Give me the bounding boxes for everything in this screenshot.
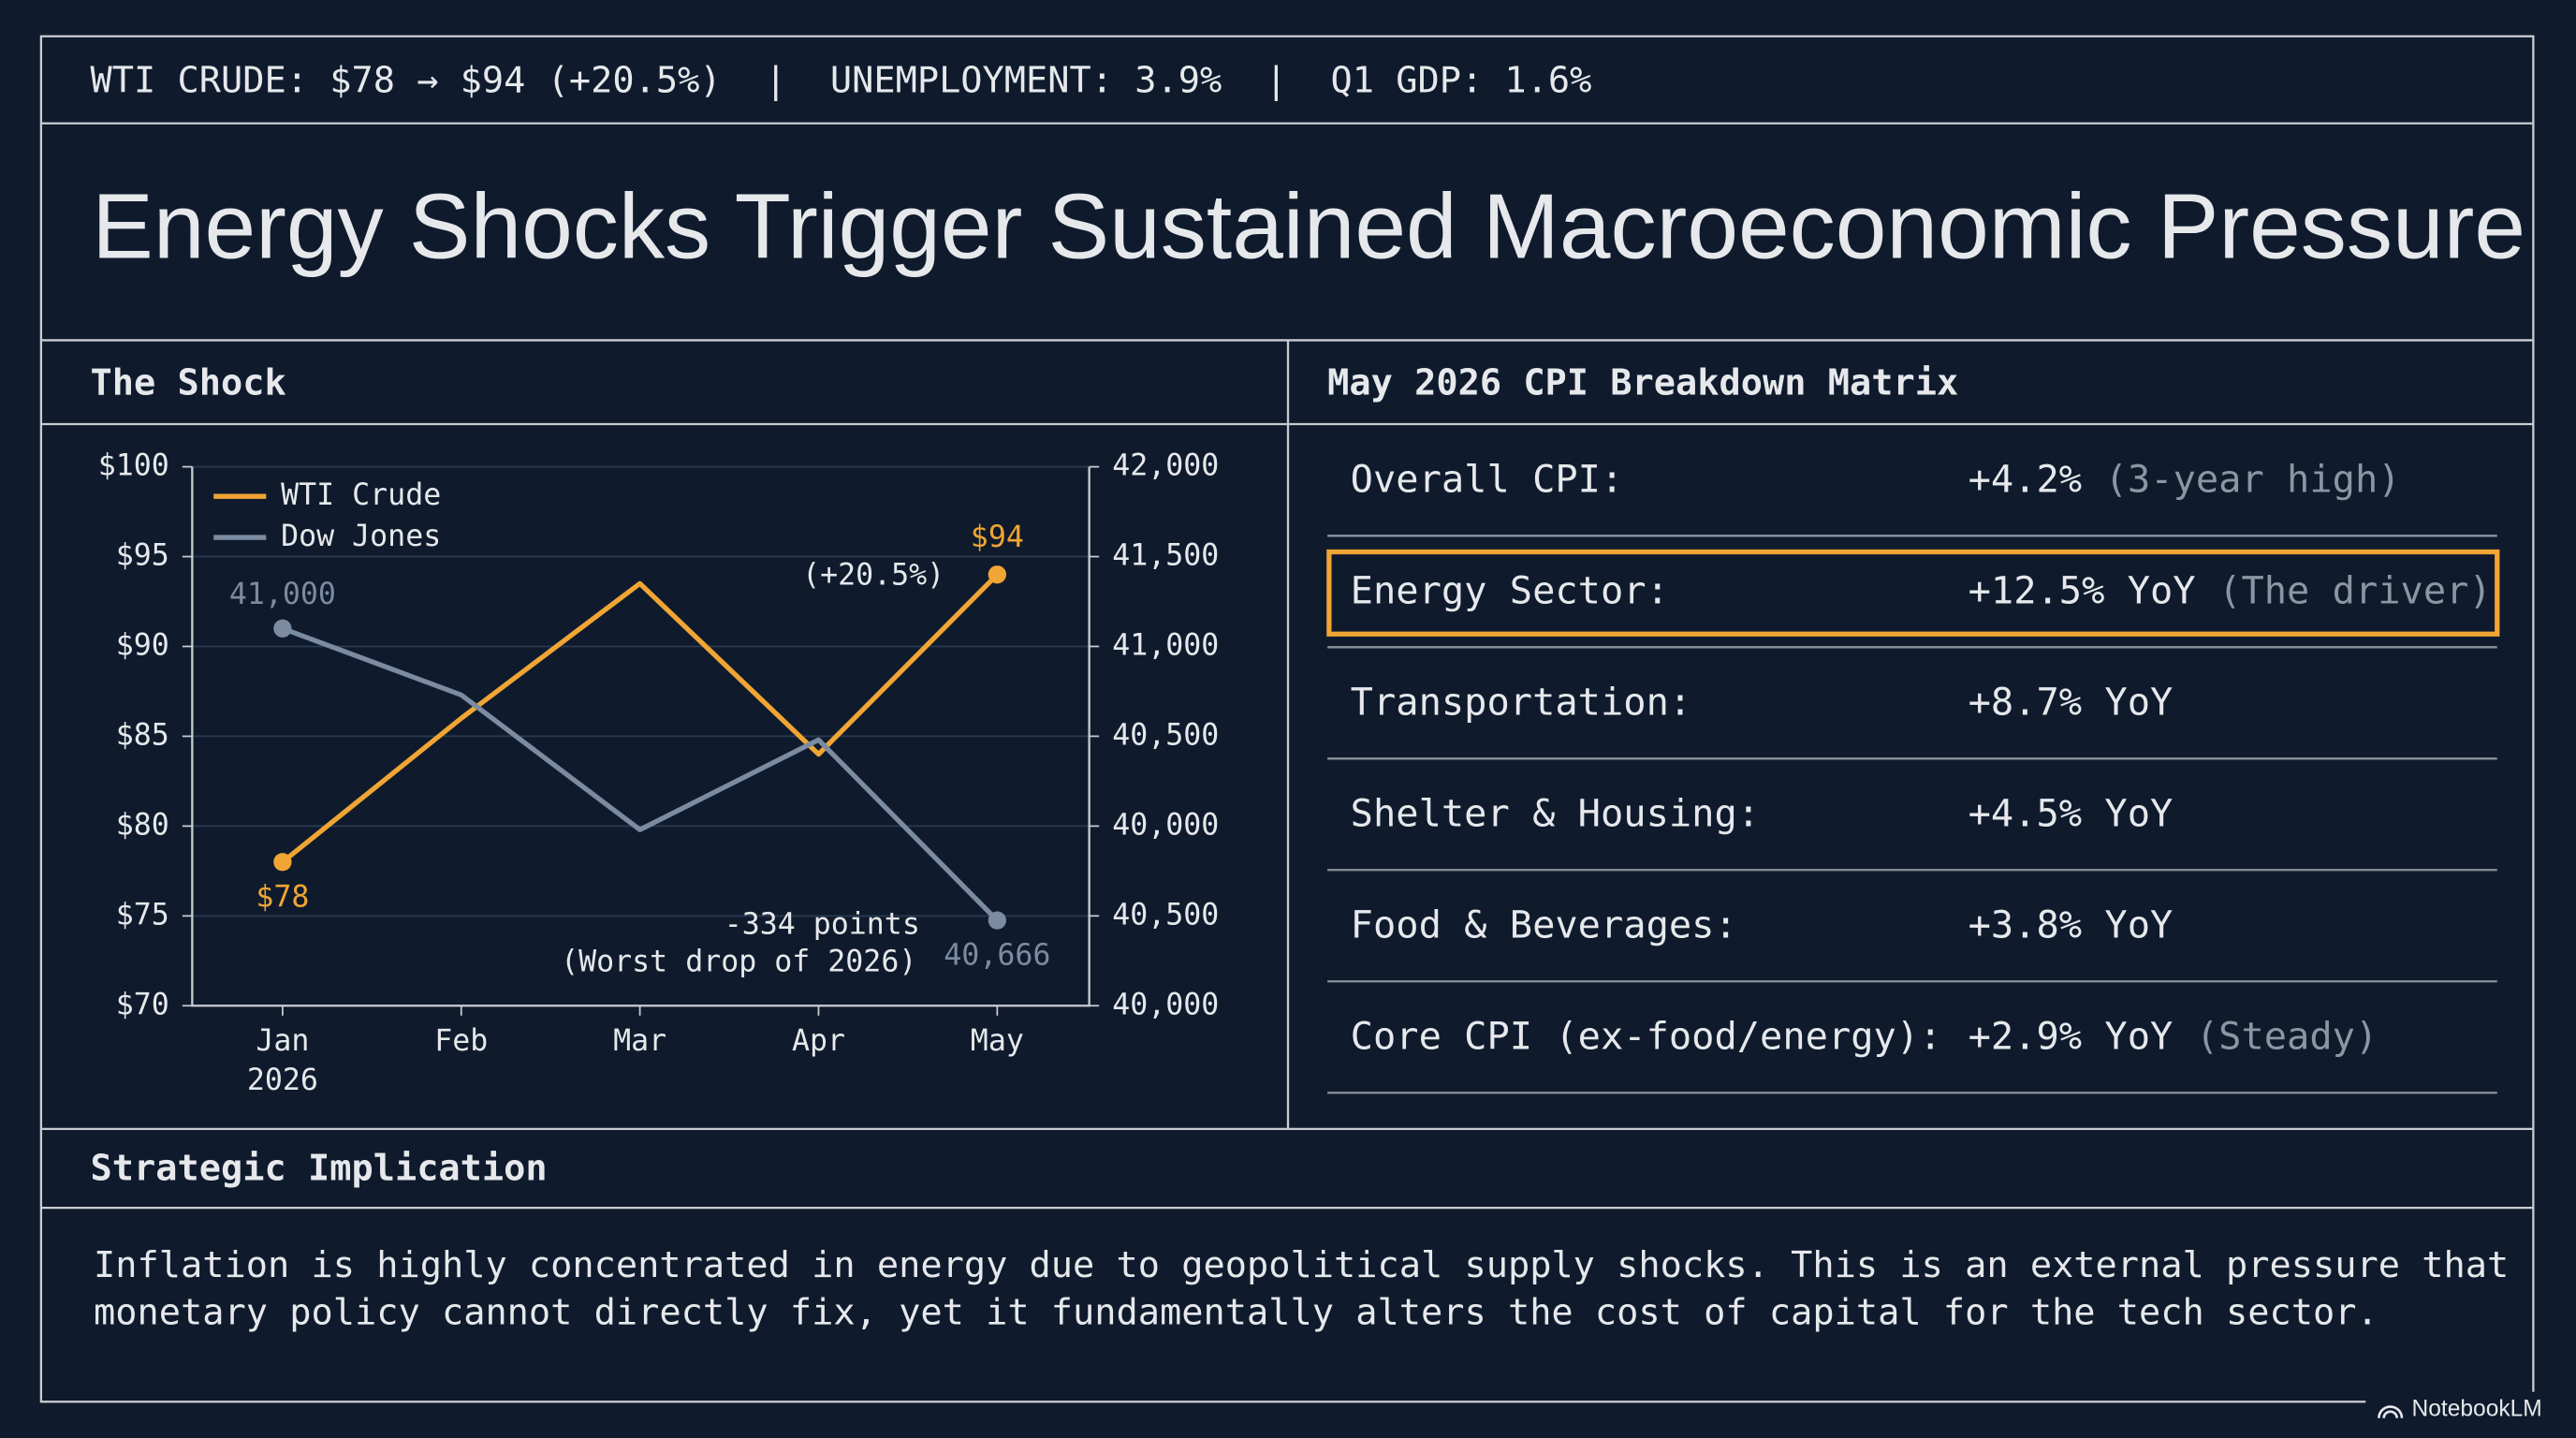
row-value: +4.2% bbox=[1969, 457, 2082, 501]
panel-title: Strategic Implication bbox=[91, 1147, 548, 1189]
row-label: Overall CPI: bbox=[1351, 457, 1624, 501]
badge: NotebookLM bbox=[2411, 1397, 2541, 1422]
y2-tick-label: 40,500 bbox=[1112, 898, 1219, 932]
row-value: +3.8% YoY bbox=[1969, 902, 2174, 946]
y-tick-label: $90 bbox=[116, 628, 169, 662]
legend-label: Dow Jones bbox=[281, 520, 441, 553]
y2-tick-label: 41,000 bbox=[1112, 628, 1219, 662]
series-point bbox=[988, 565, 1006, 584]
panel-title: May 2026 CPI Breakdown Matrix bbox=[1327, 361, 1958, 404]
y2-tick-label: 40,000 bbox=[1112, 808, 1219, 842]
series-line bbox=[281, 625, 1000, 922]
title: Energy Shocks Trigger Sustained Macroeco… bbox=[92, 174, 2525, 277]
panel-title: The Shock bbox=[91, 361, 286, 404]
row-value: +12.5% YoY bbox=[1969, 568, 2196, 612]
annotation: (+20.5%) bbox=[802, 558, 944, 592]
row-label: Core CPI (ex-food/energy): bbox=[1351, 1014, 1942, 1058]
row-label: Transportation: bbox=[1351, 680, 1691, 724]
legend-label: WTI Crude bbox=[281, 478, 441, 512]
y-tick-label: $70 bbox=[116, 988, 169, 1021]
row-note: (The driver) bbox=[2218, 568, 2492, 612]
highlight-box bbox=[1326, 549, 2500, 637]
y-tick-label: $75 bbox=[116, 898, 169, 932]
ticker: WTI CRUDE: $78 → $94 (+20.5%) | UNEMPLOY… bbox=[91, 59, 1592, 101]
y2-tick-label: 42,000 bbox=[1112, 449, 1219, 483]
x-tick-label: May bbox=[971, 1024, 1024, 1058]
frame bbox=[39, 35, 2535, 1403]
series-line bbox=[281, 572, 1000, 864]
annotation: (Worst drop of 2026) bbox=[561, 946, 916, 979]
series-point bbox=[273, 619, 292, 638]
x-tick-label: Feb bbox=[434, 1024, 488, 1058]
row-value: +2.9% YoY bbox=[1969, 1014, 2174, 1058]
value-label: $94 bbox=[971, 521, 1024, 554]
y2-tick-label: 40,000 bbox=[1112, 988, 1219, 1021]
badge-icon bbox=[2378, 1405, 2404, 1418]
y-tick-label: $95 bbox=[116, 539, 169, 573]
paragraph-line: monetary policy cannot directly fix, yet… bbox=[94, 1292, 2378, 1334]
y-tick-label: $100 bbox=[98, 449, 169, 483]
x-tick-label: Mar bbox=[613, 1024, 666, 1058]
y2-tick-label: 41,500 bbox=[1112, 539, 1219, 573]
badge-bg bbox=[2365, 1391, 2547, 1429]
annotation: 40,666 bbox=[944, 939, 1050, 973]
x-tick-sublabel: 2026 bbox=[247, 1064, 318, 1097]
y-tick-label: $80 bbox=[116, 808, 169, 842]
series-point bbox=[988, 911, 1006, 930]
annotation: -334 points bbox=[724, 907, 920, 941]
row-value: +4.5% YoY bbox=[1969, 791, 2174, 835]
x-tick-label: Apr bbox=[792, 1024, 845, 1058]
annotation: 41,000 bbox=[229, 578, 336, 611]
y-tick-label: $85 bbox=[116, 718, 169, 752]
row-note: (Steady) bbox=[2196, 1014, 2378, 1058]
value-label: $78 bbox=[256, 880, 309, 914]
row-value: +8.7% YoY bbox=[1969, 680, 2174, 724]
y2-tick-label: 40,500 bbox=[1112, 718, 1219, 752]
series-point bbox=[273, 853, 292, 872]
paragraph-line: Inflation is highly concentrated in ener… bbox=[94, 1244, 2509, 1286]
row-note: (3-year high) bbox=[2105, 457, 2401, 501]
row-label: Food & Beverages: bbox=[1351, 902, 1737, 946]
row-label: Shelter & Housing: bbox=[1351, 791, 1760, 835]
x-tick-label: Jan bbox=[256, 1024, 309, 1058]
row-label: Energy Sector: bbox=[1351, 568, 1669, 612]
